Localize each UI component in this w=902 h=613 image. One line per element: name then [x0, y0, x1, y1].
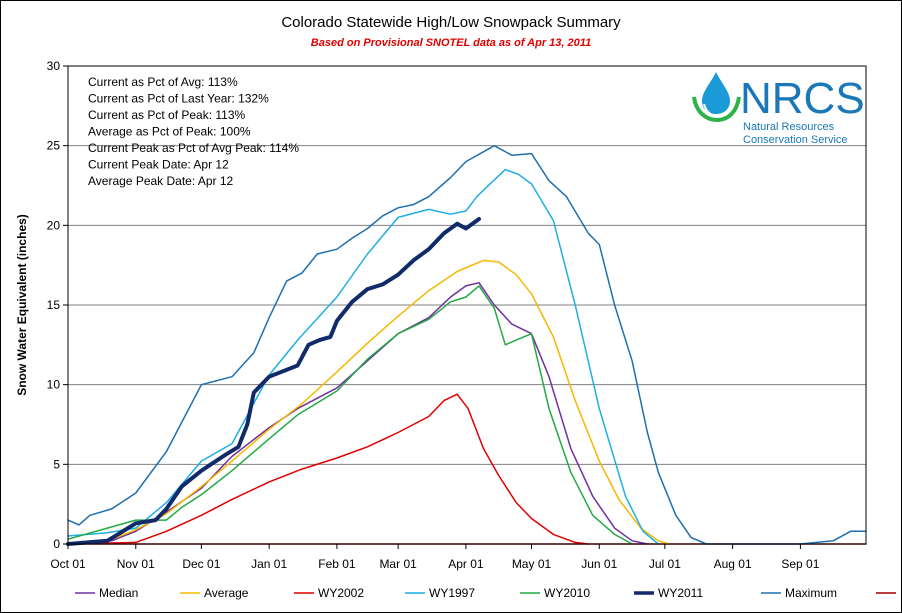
x-tick-label: Aug 01	[714, 557, 752, 571]
y-tick-label: 15	[47, 298, 61, 312]
y-tick-label: 5	[53, 457, 60, 471]
x-tick-label: May 01	[512, 557, 552, 571]
x-tick-label: Jan 01	[251, 557, 287, 571]
x-tick-label: Nov 01	[117, 557, 155, 571]
legend-label: WY2011	[658, 586, 703, 600]
y-axis-label: Snow Water Equivalent (inches)	[15, 214, 29, 396]
stat-line: Average as Pct of Peak: 100%	[88, 125, 251, 139]
chart-subtitle: Based on Provisional SNOTEL data as of A…	[310, 37, 592, 49]
gridlines	[68, 145, 866, 465]
series-line-wy2002	[67, 393, 590, 545]
series-line-maximum	[67, 144, 867, 545]
y-tick-label: 20	[47, 218, 61, 232]
series-line-wy1997	[67, 168, 660, 545]
series-line-wy2011	[66, 217, 481, 546]
series-line-median	[67, 281, 649, 545]
x-tick-label: Jun 01	[581, 557, 617, 571]
stat-line: Average Peak Date: Apr 12	[88, 174, 234, 188]
y-tick-label: 25	[47, 139, 61, 153]
logo-wordmark: NRCS	[740, 74, 865, 123]
legend-label: Maximum	[785, 586, 837, 600]
series-line-wy2010	[67, 285, 633, 545]
stat-line: Current as Pct of Avg: 113%	[88, 75, 238, 89]
x-tick-label: Sep 01	[781, 557, 819, 571]
stat-line: Current as Pct of Last Year: 132%	[88, 92, 269, 106]
legend-label: WY2010	[544, 586, 590, 600]
legend-label: WY1997	[429, 586, 475, 600]
y-tick-label: 0	[53, 537, 60, 551]
x-tick-label: Feb 01	[318, 557, 356, 571]
legend-label: Minimum	[900, 586, 902, 600]
y-axis-ticks: 0 5 10 15 20 25 30	[47, 59, 68, 551]
legend-label: WY2002	[318, 586, 364, 600]
stat-line: Current as Pct of Peak: 113%	[88, 108, 246, 122]
x-tick-label: Apr 01	[448, 557, 484, 571]
legend-label: Median	[99, 586, 138, 600]
y-tick-label: 30	[47, 59, 61, 73]
x-tick-label: Jul 01	[649, 557, 681, 571]
chart-title: Colorado Statewide High/Low Snowpack Sum…	[281, 14, 621, 31]
legend-label: Average	[204, 586, 249, 600]
x-tick-label: Oct 01	[50, 557, 86, 571]
logo-line-1: Natural Resources	[743, 121, 835, 133]
nrcs-logo: NRCS Natural Resources Conservation Serv…	[692, 72, 865, 146]
legend: Median Average WY2002 WY1997 WY2010 WY2011 Max…	[75, 586, 902, 600]
series-line-average	[67, 259, 670, 545]
y-tick-label: 10	[47, 378, 61, 392]
x-tick-label: Mar 01	[379, 557, 417, 571]
x-tick-label: Dec 01	[182, 557, 220, 571]
stats-block: Current as Pct of Avg: 113% Current as Pc…	[88, 75, 299, 188]
stat-line: Current Peak as Pct of Avg Peak: 114%	[88, 141, 299, 155]
water-drop-icon	[692, 72, 741, 123]
x-axis-ticks: Oct 01 Nov 01 Dec 01 Jan 01 Feb 01 Mar 01 Apr …	[50, 544, 820, 571]
logo-line-2: Conservation Service	[743, 134, 848, 146]
stat-line: Current Peak Date: Apr 12	[88, 158, 229, 172]
series-layer	[66, 144, 867, 546]
